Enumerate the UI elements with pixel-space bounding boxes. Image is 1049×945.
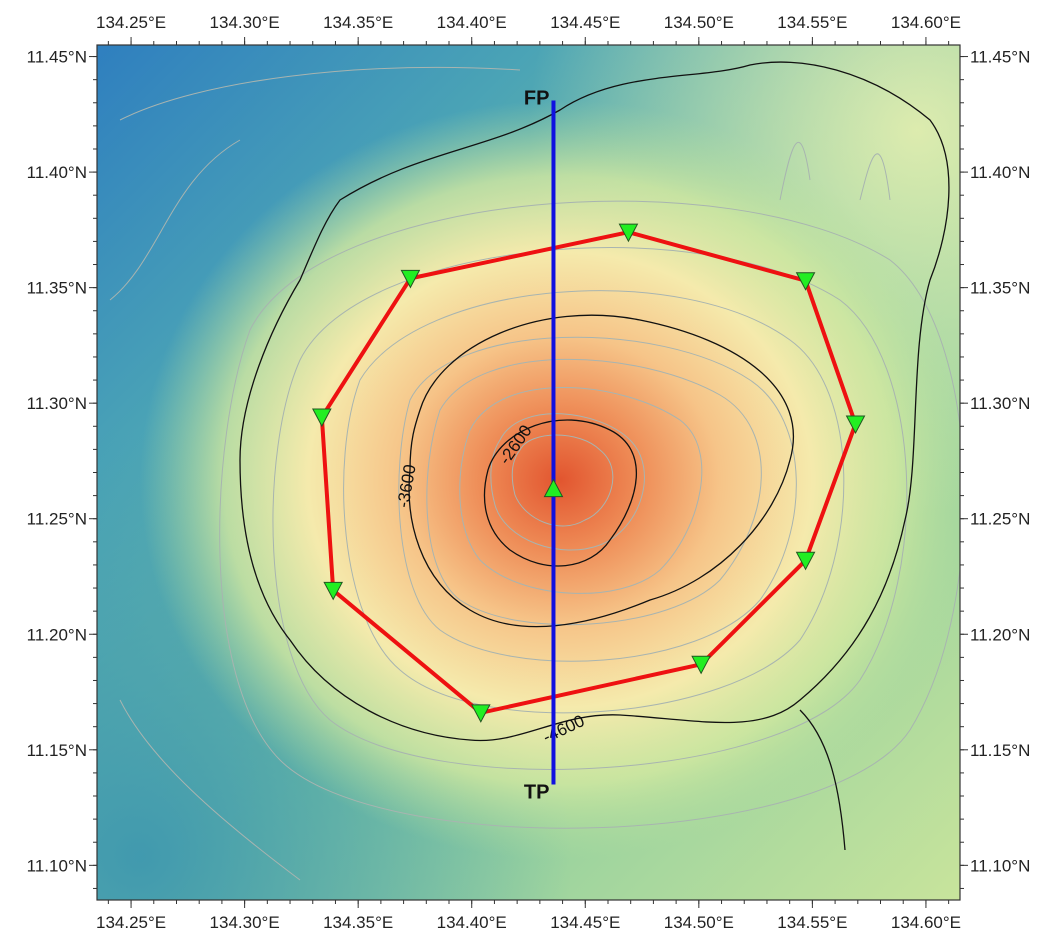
lon-label-bottom: 134.30°E bbox=[210, 913, 280, 932]
station-marker bbox=[470, 704, 491, 723]
lon-label-bottom: 134.35°E bbox=[323, 913, 393, 932]
station-marker bbox=[795, 272, 816, 291]
lon-label-top: 134.50°E bbox=[664, 13, 734, 32]
lat-label-left: 11.30°N bbox=[27, 394, 87, 413]
lat-label-left: 11.45°N bbox=[27, 48, 87, 67]
station-marker bbox=[795, 551, 816, 571]
map-canvas: -2600 -3600 -4600 bbox=[97, 45, 960, 900]
lon-label-bottom: 134.60°E bbox=[891, 913, 961, 932]
lat-label-left: 11.15°N bbox=[27, 741, 87, 760]
lon-label-top: 134.25°E bbox=[96, 13, 166, 32]
station-marker bbox=[691, 655, 711, 675]
lat-label-left: 11.20°N bbox=[27, 625, 87, 644]
axis-tick-labels: 134.25°E 134.25°E 134.30°E 134.30°E 134.35°E… bbox=[27, 13, 1031, 932]
lon-label-bottom: 134.40°E bbox=[437, 913, 507, 932]
lon-label-top: 134.30°E bbox=[210, 13, 280, 32]
station-marker bbox=[323, 581, 344, 601]
lat-label-right: 11.15°N bbox=[970, 741, 1030, 760]
lon-label-bottom: 134.50°E bbox=[664, 913, 734, 932]
lat-label-right: 11.20°N bbox=[970, 625, 1030, 644]
lat-label-right: 11.35°N bbox=[970, 279, 1030, 298]
center-station-marker bbox=[543, 478, 564, 498]
lon-label-top: 134.45°E bbox=[550, 13, 620, 32]
lat-label-left: 11.35°N bbox=[27, 279, 87, 298]
lat-label-left: 11.40°N bbox=[27, 163, 87, 182]
station-markers bbox=[312, 223, 866, 723]
lat-label-right: 11.40°N bbox=[970, 163, 1030, 182]
station-marker bbox=[312, 408, 332, 428]
profile-end-label: TP bbox=[524, 781, 550, 803]
station-marker bbox=[618, 223, 639, 243]
axis-ticks bbox=[89, 37, 968, 908]
seamount-relief bbox=[140, 100, 960, 860]
station-marker bbox=[845, 415, 866, 435]
profile-start-label: FP bbox=[524, 87, 550, 109]
lon-label-top: 134.40°E bbox=[437, 13, 507, 32]
lon-label-top: 134.60°E bbox=[891, 13, 961, 32]
lat-label-left: 11.25°N bbox=[27, 510, 87, 529]
station-ring bbox=[319, 230, 858, 715]
lon-label-bottom: 134.55°E bbox=[777, 913, 847, 932]
lat-label-right: 11.10°N bbox=[970, 856, 1030, 875]
lat-label-right: 11.25°N bbox=[970, 510, 1030, 529]
station-ring-line bbox=[319, 230, 858, 715]
lon-label-top: 134.35°E bbox=[323, 13, 393, 32]
lon-label-bottom: 134.25°E bbox=[96, 913, 166, 932]
major-contours bbox=[239, 61, 950, 851]
station-marker bbox=[400, 269, 421, 289]
lat-label-right: 11.30°N bbox=[970, 394, 1030, 413]
lat-label-left: 11.10°N bbox=[27, 856, 87, 875]
lon-label-top: 134.55°E bbox=[777, 13, 847, 32]
lat-label-right: 11.45°N bbox=[970, 48, 1030, 67]
minor-contours bbox=[109, 66, 960, 881]
lon-label-bottom: 134.45°E bbox=[550, 913, 620, 932]
